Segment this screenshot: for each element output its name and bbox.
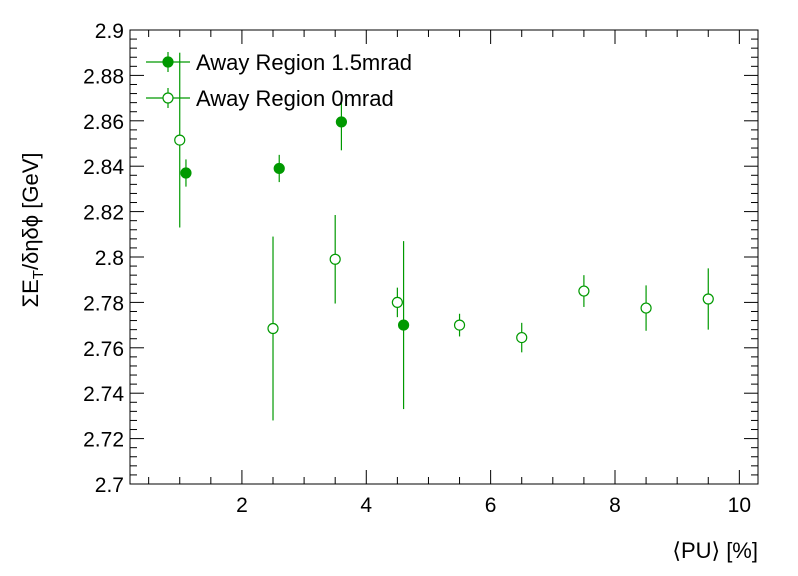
x-tick-label: 4 <box>360 494 372 517</box>
x-tick-label: 6 <box>485 494 497 517</box>
data-point-open <box>702 293 714 305</box>
x-tick-label: 10 <box>728 494 751 517</box>
data-point-open <box>640 302 652 314</box>
y-axis-title-main: ΣE <box>18 279 43 307</box>
data-point-open <box>516 331 528 344</box>
x-tick-label: 8 <box>609 494 621 517</box>
y-tick-label: 2.86 <box>83 111 124 134</box>
y-tick-label: 2.78 <box>83 292 124 315</box>
legend-marker-filled <box>162 56 174 68</box>
x-tick-label: 2 <box>236 494 248 517</box>
data-point-open <box>267 322 279 335</box>
data-point-open <box>578 285 590 297</box>
legend-label: Away Region 0mrad <box>196 86 394 111</box>
y-tick-label: 2.7 <box>95 474 124 497</box>
y-tick-label: 2.9 <box>95 20 124 43</box>
data-point-filled <box>180 167 192 179</box>
data-point-filled <box>273 162 285 175</box>
data-point-open <box>329 253 341 265</box>
y-tick-label: 2.82 <box>83 202 124 225</box>
x-axis-title: ⟨PU⟩ [%] <box>672 538 758 563</box>
y-tick-label: 2.8 <box>95 247 124 270</box>
y-tick-label: 2.72 <box>83 429 124 452</box>
data-point-filled <box>397 319 410 331</box>
y-axis-title-subscript: T <box>30 270 47 279</box>
axis-ticks-group: 2.7 2.72 2.74 2.76 2.78 2.8 2.82 2.84 2.86 2.88 2.… <box>83 20 758 517</box>
y-tick-label: 2.76 <box>83 338 124 361</box>
data-point-open <box>174 134 186 146</box>
data-point-open <box>453 319 466 331</box>
data-point-filled <box>335 116 348 128</box>
legend-marker-open <box>162 92 174 104</box>
y-axis-title-rest: /δηδϕ [GeV] <box>18 153 43 271</box>
legend-label: Away Region 1.5mrad <box>196 50 412 75</box>
y-axis-title: ΣET/δηδϕ [GeV] <box>18 153 47 308</box>
legend: Away Region 1.5mrad Away Region 0mrad <box>146 50 412 111</box>
y-tick-label: 2.88 <box>83 65 124 88</box>
data-points-group <box>174 52 714 421</box>
data-point-open <box>391 296 403 308</box>
y-tick-label: 2.84 <box>83 156 124 179</box>
y-tick-label: 2.74 <box>83 383 124 406</box>
